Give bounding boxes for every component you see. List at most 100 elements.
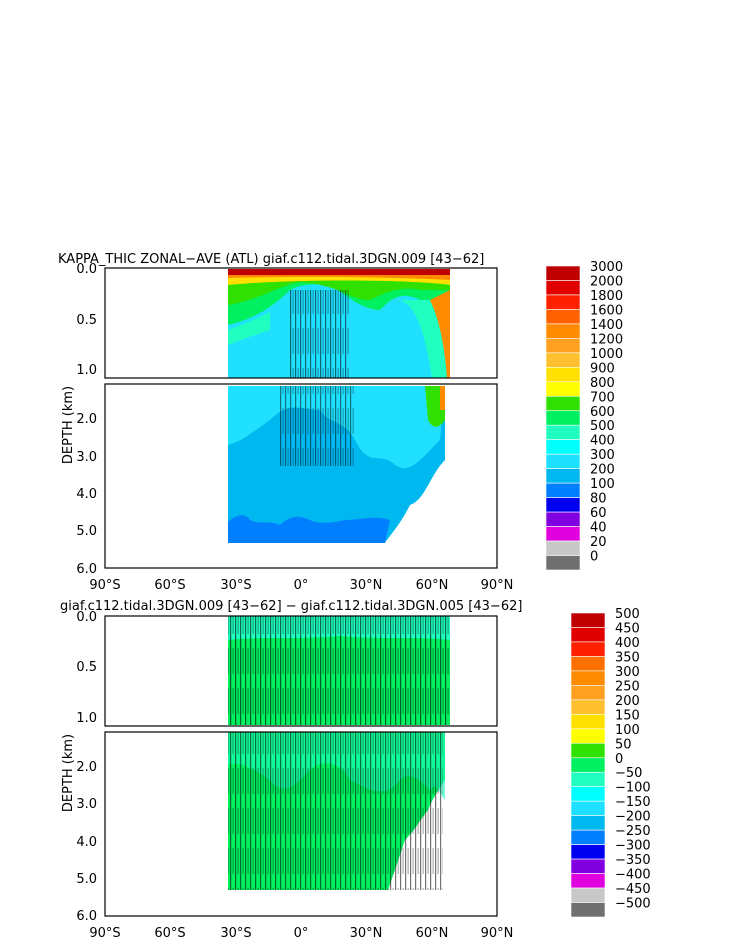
- axes-bottom-lower: [104, 731, 498, 917]
- y-tick-label: 2.0: [76, 760, 97, 775]
- y-axis-label-top: DEPTH (km): [61, 386, 76, 464]
- chart-title-top: KAPPA_THIC ZONAL−AVE (ATL) giaf.c112.tid…: [58, 252, 484, 267]
- colorbar-label: 400: [590, 434, 615, 449]
- colorbar-swatch: [545, 410, 581, 426]
- y-tick-label: 5.0: [76, 524, 97, 539]
- colorbar-swatch: [545, 540, 581, 556]
- colorbar-swatch: [570, 627, 606, 643]
- colorbar-label: −450: [615, 882, 651, 897]
- colorbar-label: −350: [615, 853, 651, 868]
- x-tick-label: 30°S: [220, 578, 251, 593]
- x-tick-label: 0°: [294, 578, 309, 593]
- x-tick-label: 60°S: [154, 578, 185, 593]
- x-tick-label: 30°N: [350, 926, 383, 941]
- colorbar-label: 500: [590, 419, 615, 434]
- colorbar-swatch: [570, 800, 606, 816]
- colorbar-label: 400: [615, 636, 640, 651]
- field-bottom-upper: [228, 616, 450, 725]
- colorbar-label: 700: [590, 390, 615, 405]
- x-tick-label: 30°S: [220, 926, 251, 941]
- x-tick-label: 60°N: [416, 926, 449, 941]
- colorbar-swatch: [545, 352, 581, 368]
- field-bottom-lower: [228, 732, 445, 890]
- colorbar-label: 600: [590, 405, 615, 420]
- colorbar-label: 300: [590, 448, 615, 463]
- colorbar-swatch: [570, 757, 606, 773]
- colorbar-swatch: [570, 656, 606, 672]
- colorbar-label: 100: [590, 477, 615, 492]
- y-tick-label: 2.0: [76, 412, 97, 427]
- colorbar-label: 3000: [590, 260, 623, 275]
- colorbar-swatch: [545, 453, 581, 469]
- axes-top-lower: [104, 383, 498, 569]
- chart-title-bottom: giaf.c112.tidal.3DGN.009 [43−62] − giaf.…: [60, 599, 522, 614]
- colorbar-label: 350: [615, 650, 640, 665]
- colorbar-swatch: [570, 714, 606, 730]
- colorbar-swatch: [545, 526, 581, 542]
- axes-bottom-upper: [104, 615, 498, 727]
- colorbar-swatch: [545, 265, 581, 281]
- panel-bottom: giaf.c112.tidal.3DGN.009 [43−62] − giaf.…: [60, 599, 651, 941]
- y-tick-label: 1.0: [76, 711, 97, 726]
- colorbar-label: 800: [590, 376, 615, 391]
- colorbar-swatch: [570, 612, 606, 628]
- x-tick-label: 90°N: [481, 578, 514, 593]
- colorbar-swatch: [545, 294, 581, 310]
- y-tick-label: 0.0: [76, 262, 97, 277]
- y-tick-label: 1.0: [76, 363, 97, 378]
- colorbar-swatch: [545, 511, 581, 527]
- y-tick-label: 3.0: [76, 797, 97, 812]
- colorbar-label: −400: [615, 868, 651, 883]
- colorbar-swatch: [545, 482, 581, 498]
- colorbar-swatch: [570, 685, 606, 701]
- x-tick-label: 30°N: [350, 578, 383, 593]
- colorbar-top: 3000200018001600140012001000900800700600…: [545, 260, 623, 571]
- y-tick-label: 3.0: [76, 450, 97, 465]
- colorbar-swatch: [545, 439, 581, 455]
- colorbar-swatch: [570, 670, 606, 686]
- colorbar-label: −50: [615, 766, 642, 781]
- colorbar-swatch: [570, 858, 606, 874]
- colorbar-swatch: [570, 699, 606, 715]
- colorbar-swatch: [545, 338, 581, 354]
- colorbar-swatch: [545, 309, 581, 325]
- colorbar-label: 500: [615, 607, 640, 622]
- colorbar-swatch: [545, 280, 581, 296]
- field-top-upper: [228, 269, 450, 378]
- y-tick-label: 0.5: [76, 313, 97, 328]
- panel-top: KAPPA_THIC ZONAL−AVE (ATL) giaf.c112.tid…: [58, 252, 623, 593]
- colorbar-label: 1800: [590, 289, 623, 304]
- y-tick-label: 6.0: [76, 909, 97, 924]
- colorbar-label: 200: [590, 463, 615, 478]
- colorbar-swatch: [570, 844, 606, 860]
- colorbar-label: 1600: [590, 303, 623, 318]
- colorbar-swatch: [545, 497, 581, 513]
- colorbar-swatch: [570, 728, 606, 744]
- colorbar-label: 60: [590, 506, 607, 521]
- colorbar-swatch: [545, 424, 581, 441]
- colorbar-label: 50: [615, 737, 632, 752]
- y-tick-label: 5.0: [76, 872, 97, 887]
- x-tick-label: 60°S: [154, 926, 185, 941]
- colorbar-label: −250: [615, 824, 651, 839]
- y-tick-label: 0.5: [76, 660, 97, 675]
- colorbar-label: 900: [590, 361, 615, 376]
- colorbar-label: 150: [615, 708, 640, 723]
- colorbar-label: 1200: [590, 332, 623, 347]
- colorbar-label: 100: [615, 723, 640, 738]
- colorbar-label: −100: [615, 781, 651, 796]
- colorbar-bottom: 500450400350300250200150100500−50−100−15…: [570, 607, 651, 918]
- colorbar-swatch: [545, 323, 581, 339]
- colorbar-swatch: [570, 641, 606, 657]
- y-tick-label: 0.0: [76, 610, 97, 625]
- colorbar-label: 300: [615, 665, 640, 680]
- colorbar-label: 1400: [590, 318, 623, 333]
- colorbar-swatch: [570, 887, 606, 903]
- y-tick-label: 4.0: [76, 487, 97, 502]
- x-tick-label: 90°S: [89, 926, 120, 941]
- colorbar-swatch: [570, 786, 606, 802]
- colorbar-label: −500: [615, 897, 651, 912]
- colorbar-label: 0: [590, 550, 598, 565]
- colorbar-swatch: [545, 555, 581, 571]
- colorbar-swatch: [545, 381, 581, 397]
